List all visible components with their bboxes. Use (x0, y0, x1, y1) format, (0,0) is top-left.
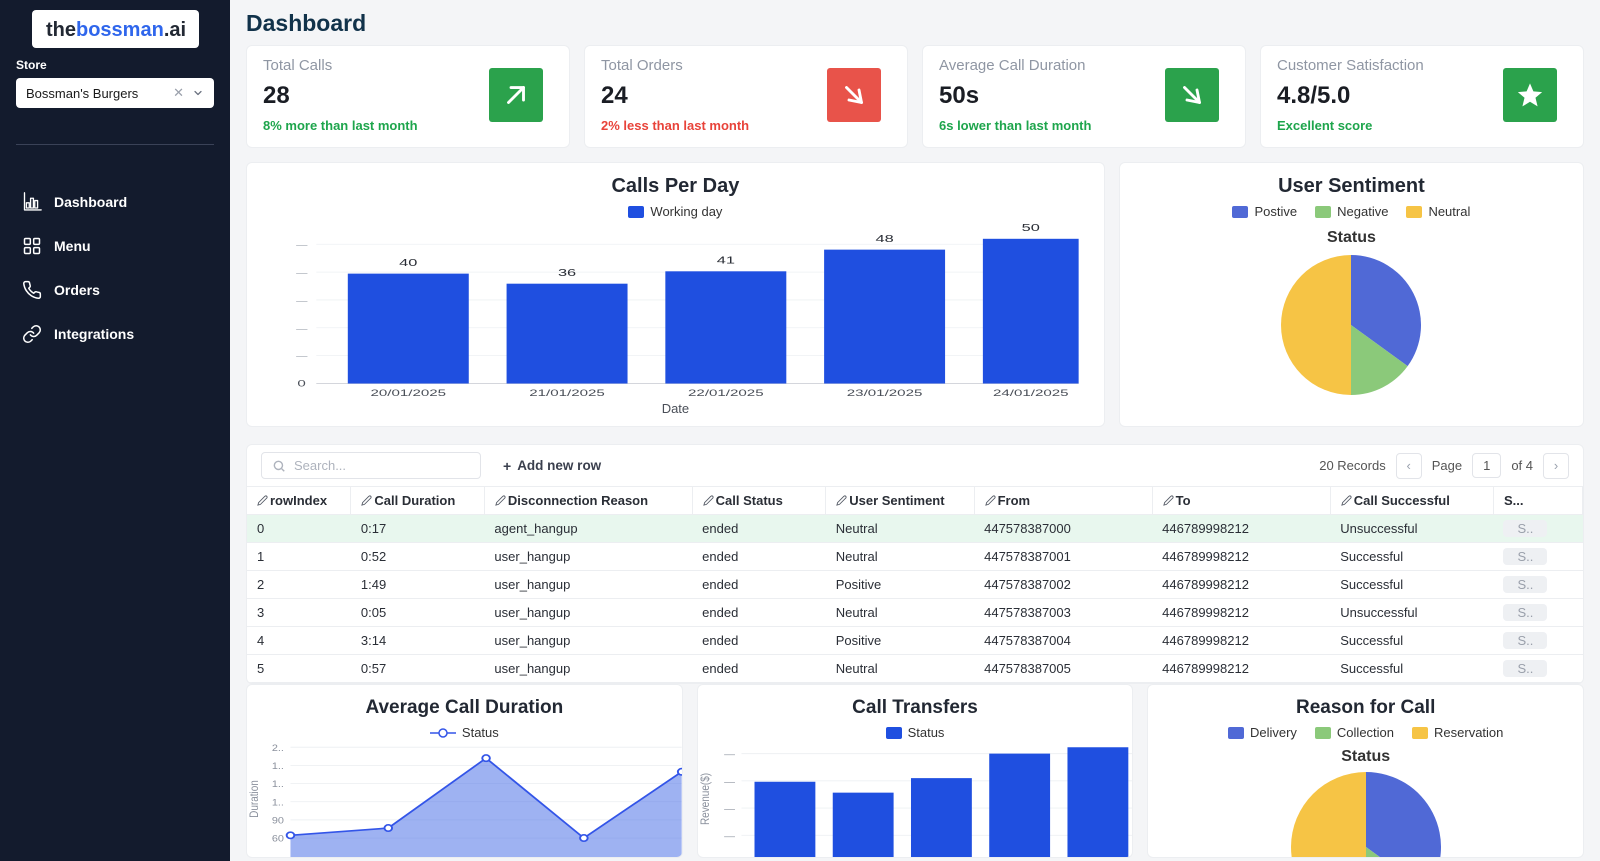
svg-text:24/01/2025: 24/01/2025 (993, 388, 1069, 398)
svg-text:50: 50 (1022, 222, 1041, 233)
svg-text:1..: 1.. (272, 780, 284, 790)
svg-text:41: 41 (717, 255, 735, 266)
svg-text:―: ― (296, 269, 308, 277)
svg-text:―: ― (296, 324, 308, 332)
svg-text:0: 0 (297, 378, 305, 388)
svg-text:22/01/2025: 22/01/2025 (688, 388, 764, 398)
svg-text:―: ― (724, 777, 735, 787)
svg-text:21/01/2025: 21/01/2025 (529, 388, 605, 398)
svg-text:20/01/2025: 20/01/2025 (370, 388, 446, 398)
svg-text:―: ― (296, 352, 308, 360)
svg-text:1..: 1.. (272, 798, 284, 808)
svg-text:Duration: Duration (248, 780, 261, 818)
svg-text:90: 90 (272, 816, 285, 826)
svg-text:―: ― (296, 241, 308, 249)
svg-text:1..: 1.. (272, 762, 284, 772)
svg-text:―: ― (296, 296, 308, 304)
svg-text:36: 36 (558, 267, 576, 278)
svg-text:60: 60 (272, 834, 285, 844)
svg-text:48: 48 (875, 233, 893, 244)
svg-text:23/01/2025: 23/01/2025 (847, 388, 923, 398)
svg-text:Revenue($): Revenue($) (699, 773, 712, 825)
svg-text:―: ― (724, 832, 735, 842)
svg-text:―: ― (724, 804, 735, 814)
svg-text:thebossman.ai: thebossman.ai (46, 19, 185, 41)
svg-text:40: 40 (399, 257, 418, 268)
svg-text:―: ― (724, 750, 735, 760)
svg-text:2..: 2.. (272, 744, 284, 754)
